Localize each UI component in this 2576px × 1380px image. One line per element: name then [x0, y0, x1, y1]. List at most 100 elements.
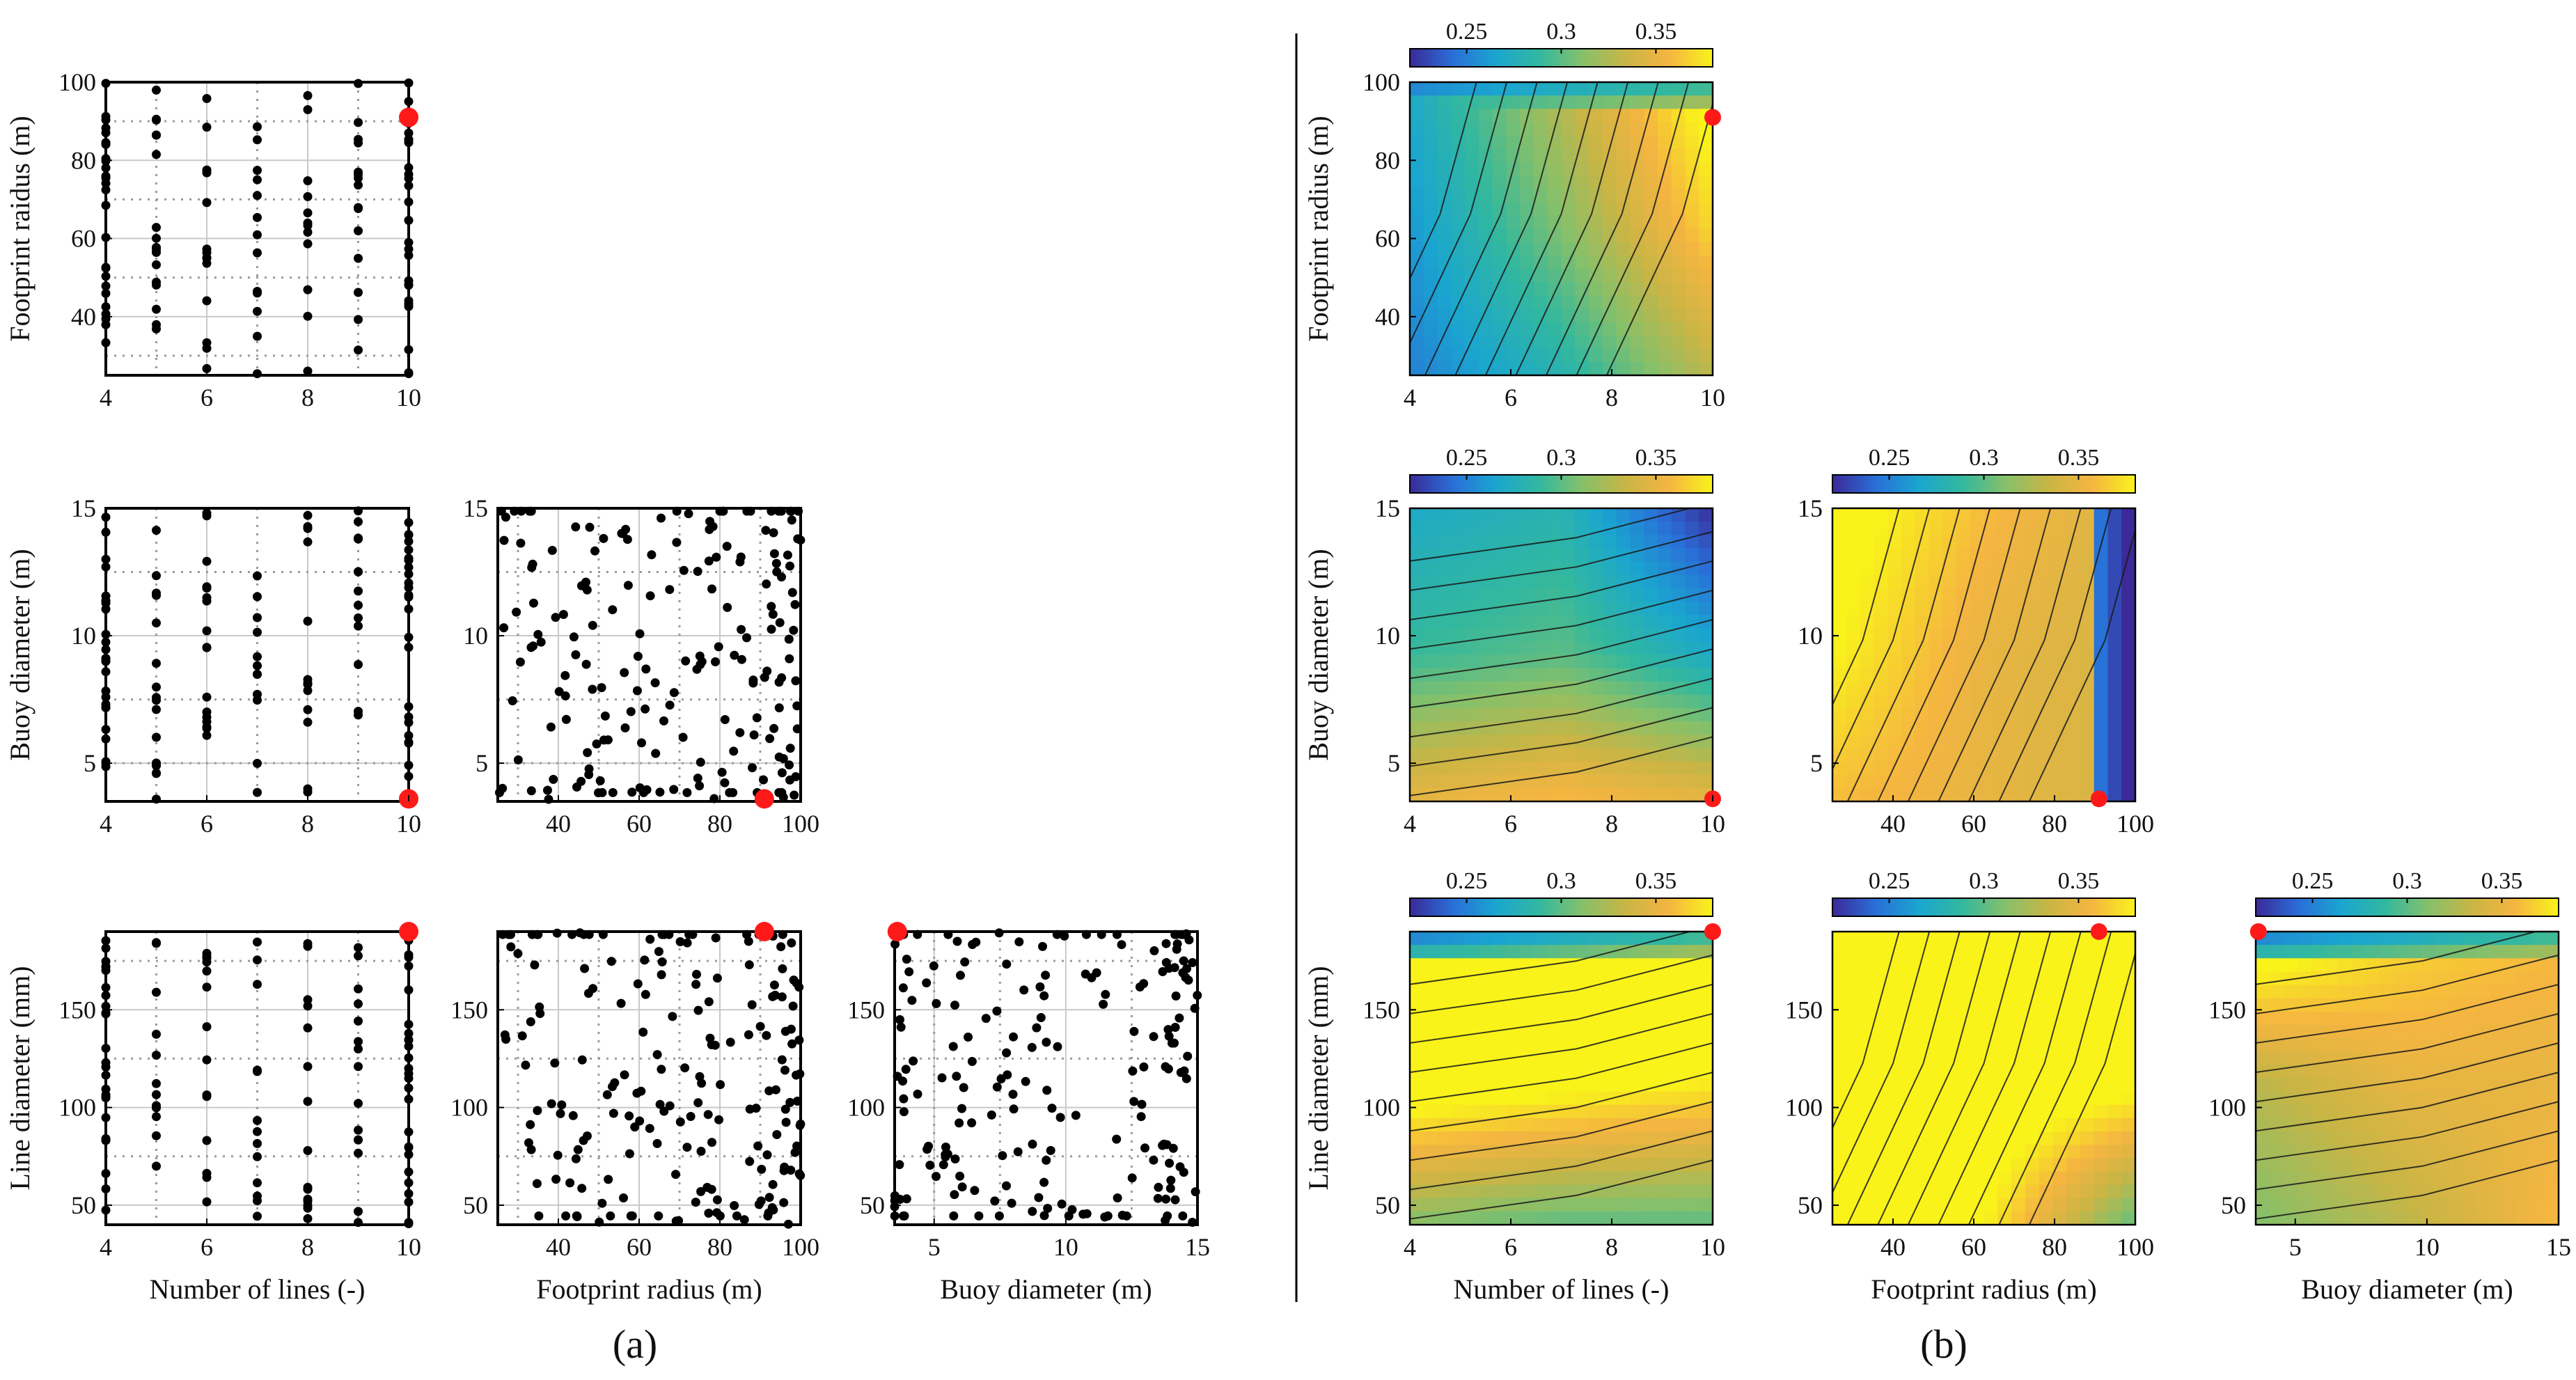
heat-cell	[1589, 348, 1603, 363]
sample-point	[253, 661, 262, 671]
y-tick-label: 150	[1362, 996, 1400, 1024]
heat-cell	[1671, 308, 1686, 323]
optimum-point	[2090, 790, 2107, 808]
sample-point	[1153, 1193, 1163, 1203]
sample-point	[202, 643, 212, 652]
heat-cell	[1423, 1158, 1438, 1173]
heat-cell	[2435, 1078, 2449, 1092]
sample-point	[764, 1193, 774, 1202]
sample-point	[354, 1148, 363, 1158]
heat-cell	[1423, 1038, 1438, 1052]
heat-cell	[1410, 109, 1424, 123]
heat-cell	[1657, 721, 1672, 735]
heat-cell	[1561, 1145, 1576, 1159]
heat-cell	[1630, 335, 1644, 350]
heat-cell	[2107, 761, 2122, 776]
heat-cell	[1956, 535, 1971, 549]
heat-cell	[1465, 1158, 1479, 1173]
heat-cell	[1561, 1078, 1576, 1092]
heat-cell	[1644, 135, 1658, 150]
heat-cell	[1671, 945, 1686, 959]
heat-cell	[2352, 1211, 2366, 1225]
heat-cell	[1575, 654, 1589, 669]
heat-cell	[2297, 1104, 2311, 1119]
heat-cell	[1616, 82, 1631, 96]
heat-cell	[1860, 998, 1874, 1012]
heat-cell	[2366, 1104, 2380, 1119]
heat-cell	[1410, 162, 1424, 176]
heat-cell	[1915, 601, 1930, 615]
heat-cell	[2039, 522, 2053, 535]
sample-point	[780, 1104, 790, 1114]
heat-cell	[2311, 1078, 2325, 1092]
heat-cell	[2393, 945, 2408, 959]
heat-cell	[2011, 1211, 2026, 1225]
heat-cell	[1465, 308, 1479, 323]
sample-point	[253, 135, 262, 145]
optimum-point	[2090, 923, 2107, 940]
heat-cell	[1533, 1171, 1548, 1186]
y-tick-label: 100	[2208, 1094, 2246, 1122]
sample-point	[152, 85, 161, 95]
heat-cell	[1575, 522, 1589, 535]
heat-cell	[2011, 1145, 2026, 1159]
x-tick-label: 10	[2414, 1233, 2440, 1261]
heat-cell	[2080, 1051, 2095, 1065]
heat-cell	[1492, 761, 1507, 776]
contour-field	[2256, 932, 2559, 1225]
heat-cell	[1589, 1078, 1603, 1092]
sample-point	[992, 1006, 1002, 1016]
heat-cell	[2490, 1065, 2504, 1079]
sample-point	[303, 995, 313, 1005]
sample-point	[693, 1098, 703, 1108]
heat-cell	[1630, 958, 1644, 973]
heat-cell	[1644, 708, 1658, 722]
contour-line	[1410, 954, 1713, 1014]
heat-cell	[1901, 748, 1916, 762]
x-tick-label: 60	[627, 1233, 652, 1261]
heat-cell	[2324, 1158, 2339, 1173]
contour-line	[1968, 932, 2082, 1225]
heat-cell	[1520, 971, 1534, 986]
heat-cell	[1589, 694, 1603, 709]
heat-cell	[2352, 998, 2366, 1012]
heat-cell	[1520, 1198, 1534, 1212]
heat-cell	[1685, 561, 1699, 576]
heat-cell	[2107, 708, 2122, 722]
heat-cell	[1657, 228, 1672, 243]
heat-cell	[1410, 1051, 1424, 1065]
heat-cell	[1410, 561, 1424, 576]
heat-cell	[1520, 1091, 1534, 1106]
heat-cell	[2066, 1051, 2081, 1065]
heat-cell	[2094, 721, 2109, 735]
heat-cell	[2094, 615, 2109, 629]
sample-point	[1113, 1193, 1122, 1202]
heat-cell	[2039, 1011, 2053, 1026]
heat-cell	[1699, 189, 1713, 203]
heat-cell	[1520, 588, 1534, 602]
heat-cell	[1410, 932, 1424, 946]
heat-cell	[1929, 548, 1943, 563]
heat-cell	[1410, 1145, 1424, 1159]
sample-point	[1103, 1211, 1113, 1221]
heat-cell	[1451, 82, 1466, 96]
heat-cell	[1997, 535, 2012, 549]
heat-cell	[2052, 1024, 2067, 1039]
heat-cell	[1561, 348, 1576, 363]
heat-cell	[2080, 654, 2095, 669]
sample-point	[202, 556, 212, 566]
heat-cell	[2025, 681, 2040, 696]
heat-cell	[2393, 1104, 2408, 1119]
heat-cell	[1984, 721, 1998, 735]
heat-cell	[2256, 1038, 2270, 1052]
heat-cell	[1887, 1198, 1902, 1212]
heat-cell	[1846, 1171, 1861, 1186]
heat-cell	[2324, 1198, 2339, 1212]
heat-cell	[1630, 721, 1644, 735]
heat-cell	[1657, 1145, 1672, 1159]
heat-cell	[1478, 189, 1493, 203]
heat-cell	[1423, 774, 1438, 789]
contour-line	[1410, 707, 1713, 767]
heat-cell	[1423, 175, 1438, 189]
sample-point	[767, 602, 776, 611]
